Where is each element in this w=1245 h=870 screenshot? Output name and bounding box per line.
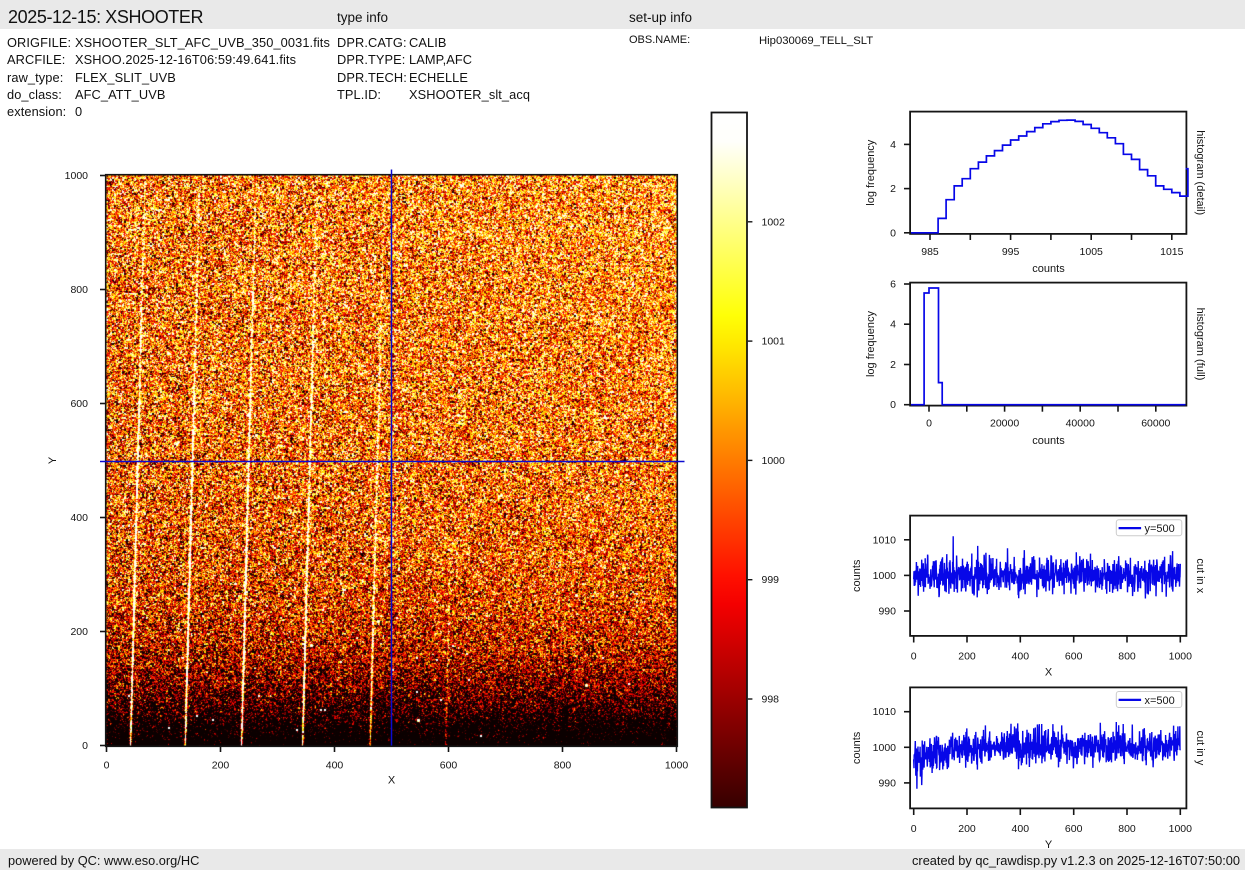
svg-text:1001: 1001 (762, 336, 786, 348)
svg-text:800: 800 (554, 760, 572, 772)
svg-text:1000: 1000 (65, 170, 89, 182)
svg-text:1005: 1005 (1080, 246, 1104, 258)
svg-text:200: 200 (212, 760, 230, 772)
svg-text:0: 0 (82, 740, 88, 752)
svg-text:60000: 60000 (1141, 418, 1170, 430)
svg-text:800: 800 (1118, 823, 1136, 835)
svg-text:y=500: y=500 (1145, 523, 1175, 535)
svg-text:999: 999 (762, 574, 780, 586)
svg-text:600: 600 (70, 398, 88, 410)
svg-text:1010: 1010 (873, 534, 897, 546)
svg-text:1000: 1000 (873, 742, 897, 754)
svg-text:1015: 1015 (1160, 246, 1184, 258)
svg-text:600: 600 (1065, 651, 1083, 663)
svg-text:40000: 40000 (1066, 418, 1095, 430)
svg-text:400: 400 (1012, 651, 1030, 663)
svg-text:0: 0 (890, 399, 896, 411)
svg-text:0: 0 (926, 418, 932, 430)
svg-text:cut in x: cut in x (1194, 558, 1206, 593)
svg-text:20000: 20000 (990, 418, 1019, 430)
svg-text:4: 4 (890, 139, 896, 151)
svg-text:2: 2 (890, 359, 896, 371)
svg-text:1000: 1000 (1169, 823, 1193, 835)
svg-text:x=500: x=500 (1145, 695, 1175, 707)
svg-text:1000: 1000 (873, 570, 897, 582)
svg-text:995: 995 (1002, 246, 1020, 258)
svg-text:counts: counts (1032, 435, 1065, 447)
svg-text:6: 6 (890, 279, 896, 291)
svg-text:histogram (full): histogram (full) (1194, 308, 1206, 381)
svg-text:990: 990 (878, 606, 896, 618)
svg-text:400: 400 (70, 512, 88, 524)
svg-text:1000: 1000 (1169, 651, 1193, 663)
svg-text:log frequency: log frequency (865, 310, 877, 377)
svg-text:600: 600 (440, 760, 458, 772)
svg-text:998: 998 (762, 694, 780, 706)
svg-text:counts: counts (1032, 263, 1065, 275)
svg-text:X: X (1045, 667, 1053, 679)
svg-text:log frequency: log frequency (865, 139, 877, 206)
svg-text:600: 600 (1065, 823, 1083, 835)
svg-text:985: 985 (921, 246, 939, 258)
svg-text:counts: counts (851, 731, 863, 764)
svg-text:200: 200 (70, 626, 88, 638)
svg-text:1002: 1002 (762, 216, 786, 228)
svg-text:0: 0 (104, 760, 110, 772)
svg-text:800: 800 (70, 284, 88, 296)
svg-text:1000: 1000 (762, 455, 786, 467)
svg-text:990: 990 (878, 777, 896, 789)
svg-text:Y: Y (47, 456, 59, 464)
svg-text:400: 400 (326, 760, 344, 772)
svg-text:1000: 1000 (665, 760, 689, 772)
svg-text:400: 400 (1012, 823, 1030, 835)
svg-text:200: 200 (958, 651, 976, 663)
svg-text:1010: 1010 (873, 706, 897, 718)
svg-text:Y: Y (1045, 839, 1053, 851)
svg-text:cut in y: cut in y (1194, 730, 1206, 765)
svg-text:X: X (388, 775, 396, 787)
svg-text:2: 2 (890, 183, 896, 195)
svg-text:800: 800 (1118, 651, 1136, 663)
svg-text:0: 0 (890, 227, 896, 239)
svg-text:counts: counts (851, 559, 863, 592)
svg-text:histogram (detail): histogram (detail) (1194, 130, 1206, 215)
svg-text:4: 4 (890, 319, 896, 331)
svg-text:200: 200 (958, 823, 976, 835)
svg-text:0: 0 (911, 651, 917, 663)
svg-text:0: 0 (911, 823, 917, 835)
